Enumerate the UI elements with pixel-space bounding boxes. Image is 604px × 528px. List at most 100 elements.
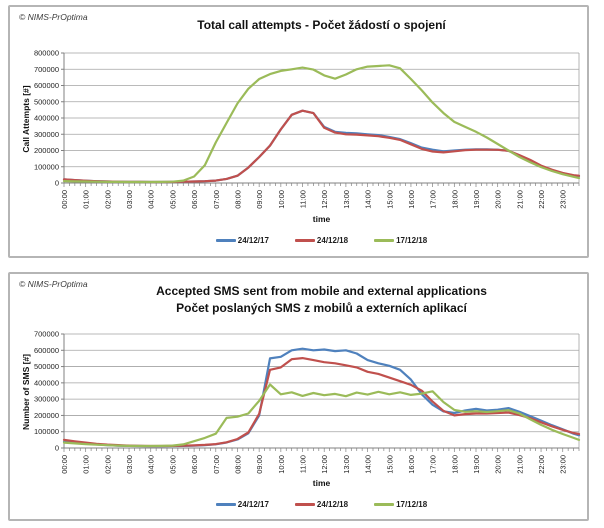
chart-panel-sms: © NIMS-PrOptima Accepted SMS sent from m… — [8, 272, 589, 521]
y-tick-label: 700000 — [34, 65, 59, 74]
legend-label: 17/12/18 — [396, 236, 428, 245]
x-tick-label: 20:00 — [494, 455, 503, 474]
x-tick-label: 06:00 — [190, 190, 199, 209]
series-line-2 — [62, 64, 581, 184]
x-tick-label: 10:00 — [277, 455, 286, 474]
y-tick-label: 0 — [55, 179, 59, 188]
y-tick-label: 200000 — [34, 411, 59, 420]
x-tick-label: 19:00 — [472, 190, 481, 209]
chart-title-call-attempts: Total call attempts - Počet žádostí o sp… — [197, 18, 446, 32]
call-attempts-chart-canvas: 0 100000 200000 300000 400000 500000 600000 700… — [34, 49, 581, 209]
x-tick-label: 20:00 — [494, 190, 503, 209]
x-tick-label: 23:00 — [559, 190, 568, 209]
chart-title-sms: Accepted SMS sent from mobile and extern… — [156, 284, 487, 298]
legend-label: 24/12/18 — [316, 236, 349, 245]
x-tick-label: 12:00 — [320, 190, 329, 209]
legend-item-24-12-18: 24/12/18 — [294, 236, 349, 245]
x-tick-label: 18:00 — [450, 190, 459, 209]
legend-item-24-12-18: 24/12/18 — [294, 500, 349, 509]
x-tick-label: 21:00 — [515, 190, 524, 209]
legend-line-blue-icon — [215, 239, 236, 242]
chart-legend-2: 24/12/17 24/12/18 17/12/18 — [64, 500, 579, 509]
x-tick-label: 13:00 — [342, 190, 351, 209]
chart-subtitle-sms: Počet poslaných SMS z mobilů a externích… — [176, 301, 467, 315]
chart-panel-call-attempts: © NIMS-PrOptima Total call attempts - Po… — [8, 5, 589, 258]
y-tick-label: 400000 — [34, 114, 59, 123]
x-tick-label: 12:00 — [320, 455, 329, 474]
legend-line-red-icon — [294, 503, 315, 506]
legend-item-24-12-17: 24/12/17 — [215, 500, 269, 509]
y-tick-label: 100000 — [34, 162, 59, 171]
x-tick-label: 18:00 — [450, 455, 459, 474]
x-tick-label: 08:00 — [233, 455, 242, 474]
x-tick-label: 00:00 — [60, 190, 69, 209]
y-tick-label: 600000 — [34, 81, 59, 90]
x-tick-label: 16:00 — [407, 455, 416, 474]
x-tick-label: 14:00 — [364, 455, 373, 474]
x-axis-title-time-2: time — [312, 478, 331, 488]
legend-label: 24/12/17 — [237, 500, 269, 509]
x-tick-label: 17:00 — [429, 455, 438, 474]
y-tick-label: 200000 — [34, 146, 59, 155]
y-tick-label: 600000 — [34, 346, 59, 355]
y-tick-label: 400000 — [34, 378, 59, 387]
x-tick-label: 07:00 — [212, 190, 221, 209]
legend-line-green-icon — [374, 239, 395, 242]
x-tick-label: 02:00 — [103, 190, 112, 209]
x-tick-label: 10:00 — [277, 190, 286, 209]
x-tick-label: 17:00 — [429, 190, 438, 209]
x-tick-label: 01:00 — [82, 455, 91, 474]
x-tick-label: 05:00 — [168, 455, 177, 474]
x-tick-label: 04:00 — [147, 190, 156, 209]
legend-item-17-12-18: 17/12/18 — [374, 500, 427, 509]
x-tick-label: 05:00 — [168, 190, 177, 209]
copyright-watermark: © NIMS-PrOptima — [19, 12, 88, 22]
y-tick-label: 300000 — [34, 130, 59, 139]
y-tick-label: 500000 — [34, 97, 59, 106]
x-tick-label: 19:00 — [472, 455, 481, 474]
x-tick-label: 21:00 — [515, 455, 524, 474]
x-tick-label: 15:00 — [385, 455, 394, 474]
series-line-1 — [62, 356, 581, 448]
x-tick-label: 02:00 — [103, 455, 112, 474]
x-tick-label: 07:00 — [212, 455, 221, 474]
x-tick-label: 13:00 — [342, 455, 351, 474]
x-tick-label: 06:00 — [190, 455, 199, 474]
y-axis-title-sms: Number of SMS [#] — [21, 353, 31, 431]
y-tick-label: 800000 — [34, 49, 59, 58]
legend-label: 17/12/18 — [396, 500, 428, 509]
legend-item-17-12-18: 17/12/18 — [374, 236, 427, 245]
y-tick-label: 300000 — [34, 395, 59, 404]
x-tick-label: 14:00 — [364, 190, 373, 209]
x-tick-label: 15:00 — [385, 190, 394, 209]
x-tick-label: 03:00 — [125, 455, 134, 474]
x-tick-label: 11:00 — [299, 190, 308, 208]
y-axis-title-call-attempts: Call Attempts [#] — [21, 85, 31, 153]
sms-chart-canvas: 0 100000 200000 300000 400000 500000 600000 700… — [34, 330, 581, 474]
x-tick-label: 00:00 — [60, 455, 69, 474]
y-tick-label: 700000 — [34, 330, 59, 339]
copyright-watermark: © NIMS-PrOptima — [19, 279, 88, 289]
series-line-2 — [62, 383, 581, 448]
y-tick-label: 0 — [55, 444, 59, 453]
y-tick-label: 500000 — [34, 362, 59, 371]
legend-line-green-icon — [374, 503, 395, 506]
x-tick-label: 03:00 — [125, 190, 134, 209]
legend-label: 24/12/17 — [237, 236, 269, 245]
x-tick-label: 23:00 — [559, 455, 568, 474]
y-tick-label: 100000 — [34, 427, 59, 436]
legend-line-blue-icon — [215, 503, 236, 506]
x-tick-label: 11:00 — [299, 455, 308, 473]
x-tick-label: 16:00 — [407, 190, 416, 209]
legend-label: 24/12/18 — [316, 500, 349, 509]
x-tick-label: 22:00 — [537, 190, 546, 209]
x-tick-label: 22:00 — [537, 455, 546, 474]
x-tick-label: 09:00 — [255, 455, 264, 474]
legend-line-red-icon — [294, 239, 315, 242]
x-axis-title-time-1: time — [312, 214, 331, 224]
x-tick-label: 01:00 — [82, 190, 91, 209]
x-tick-label: 09:00 — [255, 190, 264, 209]
x-tick-label: 08:00 — [233, 190, 242, 209]
x-tick-label: 04:00 — [147, 455, 156, 474]
